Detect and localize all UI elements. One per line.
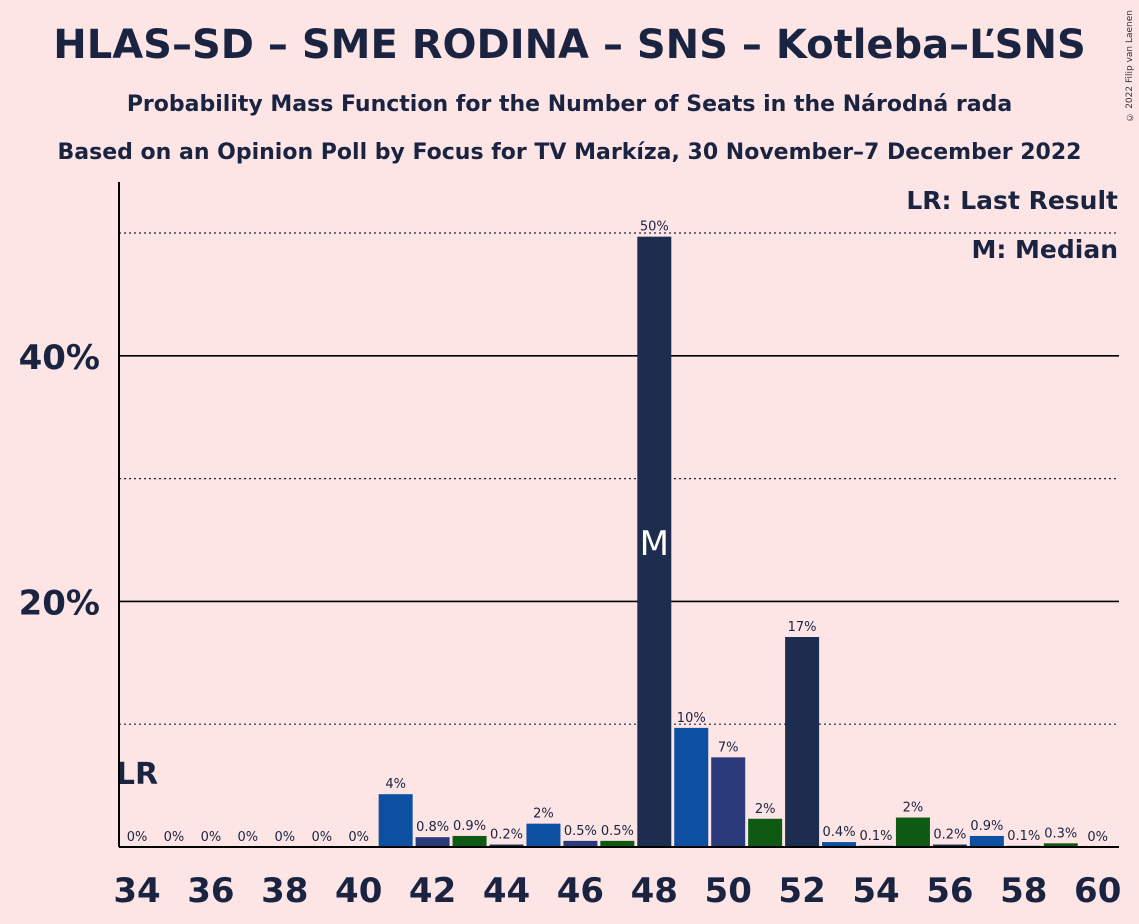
x-tick-label: 48 [631, 871, 678, 911]
bar-value-label: 0.3% [1044, 826, 1077, 841]
x-tick-label: 38 [261, 871, 308, 911]
bar-seat-43 [452, 835, 487, 847]
bar-value-label: 2% [903, 801, 924, 816]
gridlines [119, 232, 1119, 725]
bar-value-label: 0% [348, 830, 369, 845]
bar-seat-50 [711, 757, 746, 847]
legend-median: M: Median [971, 235, 1118, 264]
bar-value-label: 0.9% [970, 819, 1003, 834]
x-tick-label: 42 [409, 871, 456, 911]
legend-last-result: LR: Last Result [906, 186, 1118, 215]
bar-value-label: 2% [533, 807, 554, 822]
x-tick-label: 50 [705, 871, 752, 911]
last-result-marker: LR [116, 757, 158, 792]
bar-value-label: 0% [201, 830, 222, 845]
bar-value-label: 0.5% [601, 824, 634, 839]
bar-value-label: 0.1% [1007, 829, 1040, 844]
x-tick-label: 52 [778, 871, 825, 911]
median-marker: M [640, 524, 669, 564]
chart-source-line: Based on an Opinion Poll by Focus for TV… [57, 140, 1082, 165]
bar-value-label: 17% [788, 620, 817, 635]
x-tick-label: 40 [335, 871, 382, 911]
bar-value-label: 2% [755, 802, 776, 817]
bar-seat-42 [415, 837, 450, 847]
x-tick-label: 56 [926, 871, 973, 911]
x-tick-label: 46 [557, 871, 604, 911]
bar-value-label: 0% [1087, 830, 1108, 845]
bar-value-label: 0.4% [823, 825, 856, 840]
y-tick-label: 20% [19, 583, 100, 623]
bar-value-label: 0.5% [564, 824, 597, 839]
chart-subtitle: Probability Mass Function for the Number… [126, 92, 1013, 117]
bar-value-label: 0.2% [490, 828, 523, 843]
bar-value-label: 0% [311, 830, 332, 845]
bar-value-label: 7% [718, 740, 739, 755]
bar-seat-48 [637, 236, 672, 847]
bar-seat-46 [563, 840, 598, 847]
chart-title: HLAS–SD – SME RODINA – SNS – Kotleba–ĽSN… [53, 22, 1086, 68]
bar-seat-56 [932, 844, 967, 847]
x-tick-label: 34 [113, 871, 160, 911]
bar-value-label: 10% [677, 711, 706, 726]
x-tick-label: 36 [187, 871, 234, 911]
bars-group [378, 236, 1078, 847]
x-tick-label: 44 [483, 871, 530, 911]
bar-value-label: 0.9% [453, 819, 486, 834]
bar-value-label: 0% [274, 830, 295, 845]
bar-value-label: 4% [385, 777, 406, 792]
bar-seat-51 [748, 818, 783, 847]
bar-value-label: 0% [127, 830, 148, 845]
bar-value-label: 0.1% [859, 829, 892, 844]
bar-seat-57 [969, 835, 1004, 847]
bar-seat-44 [489, 844, 524, 847]
bar-value-label: 0.8% [416, 820, 449, 835]
bar-seat-53 [822, 842, 857, 847]
axes-group: 20% 40% 34 36 38 40 42 44 46 48 50 52 54 56 58 60 [19, 182, 1121, 911]
y-tick-label: 40% [19, 338, 100, 378]
x-tick-label: 58 [1000, 871, 1047, 911]
bar-seat-49 [674, 727, 709, 847]
value-labels-group: 0% 0% 0% 0% 0% 0% 0% 4% 0.8% 0.9% 0.2% 2% 0.5% 0.5% 50… [116, 220, 1108, 845]
bar-seat-47 [600, 840, 635, 847]
bar-value-label: 50% [640, 220, 669, 235]
bar-seat-59 [1043, 843, 1078, 847]
bar-seat-41 [378, 794, 413, 847]
bar-seat-55 [895, 817, 930, 847]
x-tick-label: 54 [852, 871, 899, 911]
bar-value-label: 0.2% [933, 828, 966, 843]
x-tick-label: 60 [1074, 871, 1121, 911]
bar-seat-45 [526, 823, 561, 847]
bar-seat-52 [785, 637, 820, 847]
bar-value-label: 0% [238, 830, 259, 845]
bar-value-label: 0% [164, 830, 185, 845]
